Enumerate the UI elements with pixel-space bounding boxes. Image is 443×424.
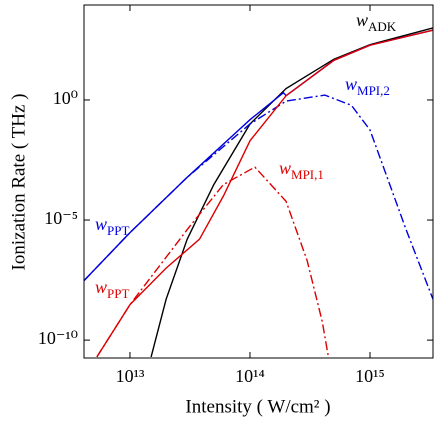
y-tick-label: 10⁻⁵ — [44, 208, 78, 228]
annotation-main: w — [95, 214, 107, 234]
annotation-sub: MPI,1 — [291, 167, 324, 182]
y-tick-label: 10⁰ — [53, 88, 78, 108]
annotation-sub: ADK — [368, 19, 397, 34]
series-line — [84, 29, 433, 282]
plot-frame — [83, 4, 434, 359]
annotation-main: w — [279, 158, 291, 178]
x-axis-title: Intensity ( W/cm² ) — [185, 396, 330, 417]
x-tick-label: 10¹⁵ — [355, 366, 385, 386]
annotation-sub: PPT — [107, 286, 129, 301]
annotation-main: w — [356, 10, 368, 30]
annotation-main: w — [95, 277, 107, 297]
annotation-main: w — [345, 74, 357, 94]
annotation-sub: PPT — [107, 223, 129, 238]
y-axis-title: Ionization Rate ( THz ) — [8, 94, 29, 271]
series-line — [84, 94, 433, 300]
annotation: wMPI,1 — [279, 158, 324, 182]
annotation: wADK — [356, 10, 397, 34]
series-line — [150, 27, 433, 358]
annotation: wMPI,2 — [345, 74, 390, 98]
x-tick-label: 10¹³ — [116, 366, 145, 386]
series-line — [96, 166, 330, 358]
series-line — [96, 29, 433, 358]
annotation-sub: MPI,2 — [357, 83, 390, 98]
x-tick-label: 10¹⁴ — [235, 366, 265, 386]
y-tick-label: 10⁻¹⁰ — [38, 328, 78, 348]
annotation: wPPT — [95, 277, 129, 301]
annotation: wPPT — [95, 214, 129, 238]
